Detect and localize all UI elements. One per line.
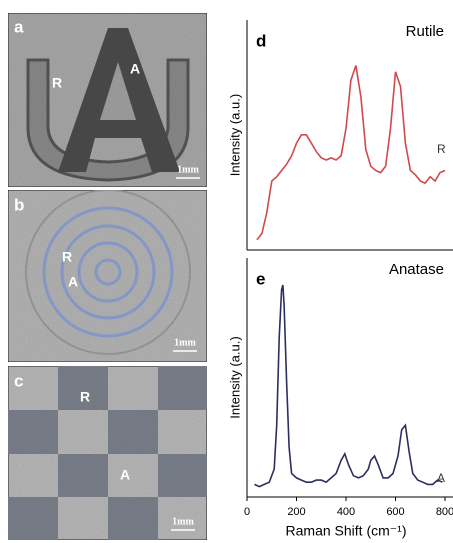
panel-label: a: [14, 17, 24, 36]
chart-title: Rutile: [406, 23, 444, 40]
x-axis-label: Raman Shift (cm⁻¹): [286, 523, 407, 539]
x-tick-label: 0: [244, 506, 250, 518]
annotation: R: [52, 75, 62, 91]
x-tick-label: 600: [386, 506, 404, 518]
checkerboard: [8, 366, 207, 540]
panel-label: c: [14, 371, 23, 390]
annotation: A: [68, 274, 78, 290]
letter-a-hole: [100, 62, 136, 120]
panel-label: d: [256, 31, 266, 50]
annotation: R: [80, 389, 90, 405]
panel-b: b R A 1mm: [7, 189, 208, 363]
micrograph: [7, 189, 208, 363]
x-tick-label: 800: [436, 506, 453, 518]
x-tick-label: 400: [337, 506, 355, 518]
rings: [25, 189, 191, 355]
y-axis-label: Intensity (a.u.): [227, 336, 242, 418]
scale-bar-label: 1mm: [177, 164, 199, 175]
annotation: R: [62, 249, 72, 265]
annotation: A: [120, 467, 130, 483]
annotation: R: [437, 142, 446, 156]
scale-bar-label: 1mm: [172, 516, 194, 527]
panel-label: e: [256, 269, 265, 288]
chart-title: Anatase: [389, 261, 444, 278]
panel-c: c R A 1mm: [7, 365, 208, 541]
annotation: A: [437, 471, 445, 485]
spectrum-line: [254, 284, 443, 488]
y-axis-label: Intensity (a.u.): [227, 94, 242, 176]
annotation: A: [130, 61, 140, 77]
panel-a: a R A 1mm: [7, 12, 208, 188]
scale-bar-label: 1mm: [174, 337, 196, 348]
x-tick-label: 200: [287, 506, 305, 518]
panel-label: b: [14, 195, 24, 214]
spectrum-line: [256, 65, 446, 241]
